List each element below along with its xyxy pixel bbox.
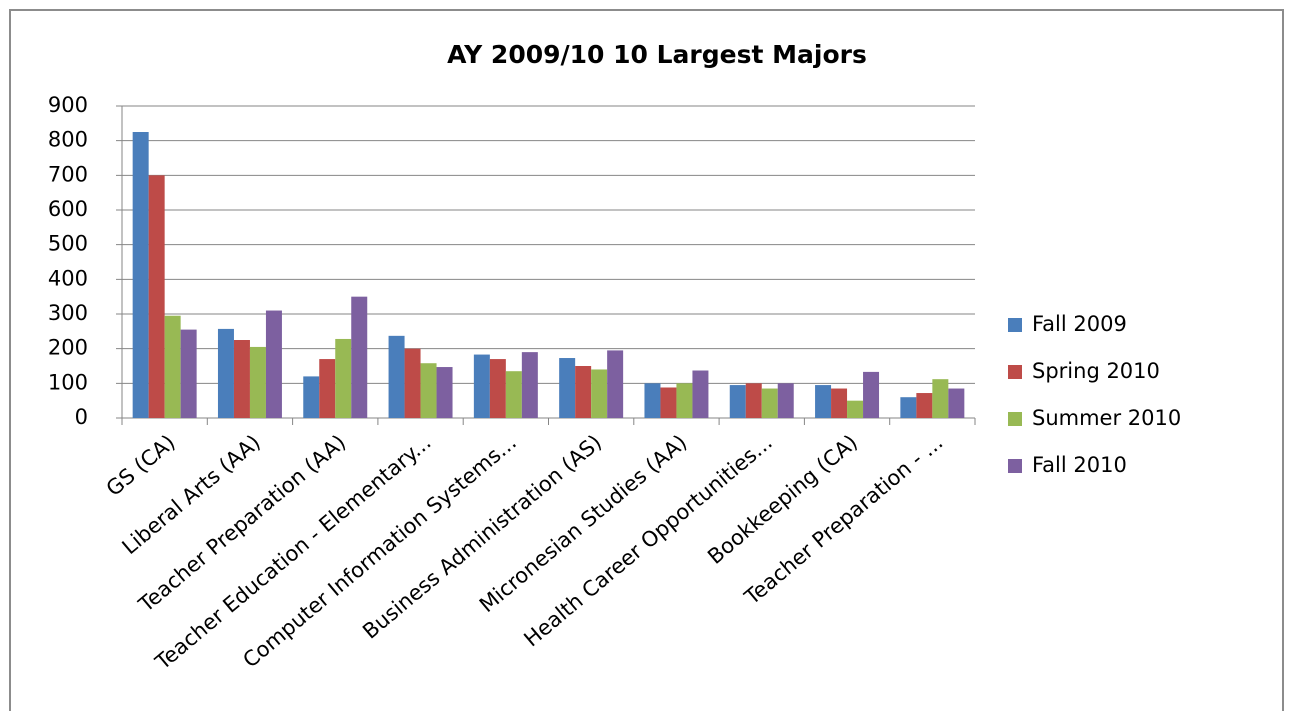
legend-swatch xyxy=(1008,412,1022,426)
bar xyxy=(847,400,864,418)
bar xyxy=(660,387,677,418)
bar xyxy=(863,371,880,418)
legend-label: Spring 2010 xyxy=(1032,359,1160,383)
bar xyxy=(303,376,320,418)
bar xyxy=(729,385,746,418)
bar xyxy=(335,338,352,418)
bar xyxy=(319,359,336,418)
chart-title: AY 2009/10 10 Largest Majors xyxy=(447,40,867,69)
bar xyxy=(148,175,165,418)
bar xyxy=(351,296,368,418)
bar xyxy=(831,388,848,418)
bar xyxy=(676,383,693,418)
bar xyxy=(420,363,437,418)
bar xyxy=(916,393,933,418)
y-tick-label: 0 xyxy=(75,405,88,429)
bar xyxy=(164,315,181,418)
legend-label: Summer 2010 xyxy=(1032,406,1181,430)
bar xyxy=(521,352,538,418)
bar xyxy=(265,310,282,418)
bar xyxy=(505,371,522,418)
legend-swatch xyxy=(1008,318,1022,332)
y-tick-label: 200 xyxy=(48,336,88,360)
legend-label: Fall 2010 xyxy=(1032,453,1127,477)
bar xyxy=(180,329,197,418)
bar xyxy=(815,385,832,418)
y-tick-label: 900 xyxy=(48,93,88,117)
bar xyxy=(233,340,250,418)
bar xyxy=(692,370,709,418)
bar xyxy=(591,369,608,418)
legend-swatch xyxy=(1008,459,1022,473)
bar xyxy=(575,366,592,418)
bar xyxy=(249,346,266,418)
bar xyxy=(948,388,965,418)
y-tick-label: 700 xyxy=(48,162,88,186)
bar xyxy=(217,328,234,418)
bar xyxy=(932,379,949,418)
bar xyxy=(132,132,149,418)
bar xyxy=(473,354,490,418)
bar xyxy=(436,367,453,418)
bar xyxy=(388,335,405,418)
bar xyxy=(607,350,624,418)
y-tick-label: 400 xyxy=(48,266,88,290)
y-tick-label: 800 xyxy=(48,128,88,152)
bar xyxy=(745,383,762,418)
bar xyxy=(777,383,794,418)
bar xyxy=(900,397,917,418)
y-tick-label: 100 xyxy=(48,370,88,394)
legend-swatch xyxy=(1008,365,1022,379)
bar xyxy=(489,359,506,418)
legend-label: Fall 2009 xyxy=(1032,312,1127,336)
bar xyxy=(559,358,576,418)
y-tick-label: 300 xyxy=(48,301,88,325)
bar xyxy=(644,383,661,418)
y-tick-label: 500 xyxy=(48,232,88,256)
bar xyxy=(761,388,778,418)
y-tick-label: 600 xyxy=(48,197,88,221)
bar xyxy=(404,348,421,418)
